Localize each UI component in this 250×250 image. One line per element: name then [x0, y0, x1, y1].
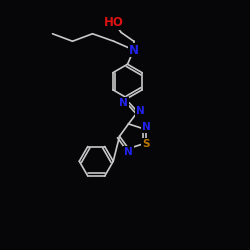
- Text: HO: HO: [104, 16, 124, 29]
- Text: N: N: [136, 106, 144, 116]
- Text: N: N: [129, 44, 139, 57]
- Text: N: N: [124, 146, 133, 156]
- Text: N: N: [120, 98, 128, 108]
- Text: N: N: [142, 122, 150, 132]
- Text: S: S: [142, 139, 149, 149]
